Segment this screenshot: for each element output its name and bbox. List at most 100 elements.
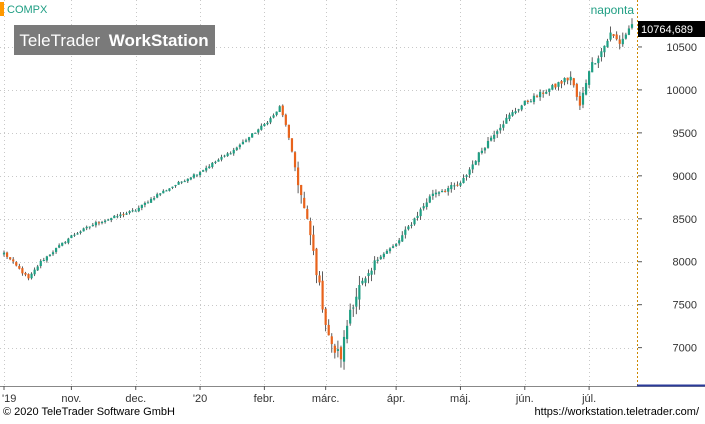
candle	[609, 26, 612, 42]
candle-body-up	[202, 170, 205, 172]
candle-body-up	[413, 218, 416, 225]
symbol-accent-bar	[0, 2, 4, 16]
candle-body-up	[520, 105, 523, 110]
candle-body-up	[511, 112, 514, 116]
candle	[21, 266, 24, 276]
candle-body-up	[600, 51, 603, 58]
candle	[511, 109, 514, 117]
candle	[538, 89, 542, 101]
candle	[67, 237, 70, 245]
candle	[333, 343, 336, 359]
candle-body-up	[100, 222, 104, 224]
candle-body-down	[21, 268, 24, 274]
grid-lines	[0, 0, 636, 386]
candle	[318, 270, 321, 286]
candle	[548, 88, 551, 96]
candle	[453, 182, 456, 190]
candle-body-up	[434, 192, 438, 195]
candle	[358, 275, 361, 310]
candle-body-up	[244, 140, 248, 142]
candle	[535, 94, 539, 98]
candle	[416, 211, 419, 221]
candle-body-down	[526, 100, 529, 102]
candle-body-up	[272, 115, 275, 118]
candle-body-up	[410, 224, 413, 226]
candle	[79, 230, 82, 235]
candle	[131, 208, 134, 213]
candle-body-up	[103, 220, 107, 222]
y-tick-label: 10000	[666, 85, 697, 97]
candle	[468, 167, 471, 178]
candle-body-up	[33, 269, 36, 275]
candle	[113, 215, 116, 219]
candle-body-up	[462, 177, 465, 184]
candle	[373, 256, 376, 275]
candle-body-up	[30, 273, 33, 279]
candle	[425, 198, 428, 210]
candle-body-up	[489, 137, 493, 141]
candle-body-down	[321, 280, 324, 310]
candle-body-up	[453, 185, 456, 187]
candle	[205, 165, 208, 173]
candle	[281, 104, 284, 118]
candle	[287, 124, 291, 141]
candle-body-up	[493, 134, 496, 139]
candle-body-up	[131, 210, 134, 212]
candle	[260, 123, 263, 131]
candle-body-up	[376, 259, 379, 261]
candle	[39, 259, 42, 269]
candle-body-up	[508, 114, 511, 120]
candle	[551, 83, 554, 90]
x-tick-label: dec.	[125, 393, 146, 405]
candle-body-up	[153, 198, 156, 200]
candle	[195, 174, 199, 178]
candle	[137, 205, 140, 213]
candle-body-up	[195, 174, 199, 176]
x-tick-label: febr.	[254, 393, 275, 405]
candle	[278, 105, 281, 113]
x-tick-label: '20	[193, 393, 207, 405]
source-url-link[interactable]: https://workstation.teletrader.com/	[534, 406, 699, 418]
candle-body-up	[594, 63, 597, 65]
candle-body-up	[232, 149, 235, 154]
candle-body-down	[18, 265, 21, 269]
candle-body-down	[300, 184, 303, 196]
candle-body-up	[358, 285, 361, 300]
candle-body-up	[42, 259, 45, 261]
candle-body-up	[223, 155, 226, 157]
candle	[339, 345, 343, 368]
candle	[597, 55, 600, 68]
candle	[61, 242, 64, 247]
candle	[238, 143, 241, 150]
candle-body-down	[5, 252, 9, 257]
candle	[606, 38, 609, 48]
candle-body-up	[496, 131, 499, 135]
period-label: naponta	[591, 3, 635, 17]
candle-body-up	[603, 45, 606, 53]
candle-body-up	[110, 218, 113, 221]
candle	[122, 212, 125, 218]
candle	[502, 120, 505, 131]
candle	[15, 261, 18, 267]
candle-body-down	[456, 184, 459, 186]
candle-body-down	[575, 84, 578, 97]
candle	[578, 91, 582, 110]
candle-body-up	[260, 125, 263, 130]
candle-body-up	[480, 150, 483, 153]
candle-body-up	[214, 161, 217, 163]
candle-body-down	[324, 308, 327, 325]
last-value-text: 10764,689	[641, 24, 693, 36]
candle-body-up	[621, 38, 624, 45]
candle	[477, 151, 480, 166]
candle	[532, 93, 536, 105]
candle	[419, 207, 422, 220]
candle	[272, 113, 275, 119]
candle-body-up	[168, 188, 171, 191]
candle	[456, 181, 459, 187]
candle-body-up	[419, 209, 422, 217]
candle-body-down	[572, 78, 575, 86]
candle	[483, 146, 487, 154]
candle-body-up	[563, 78, 566, 83]
candle	[2, 250, 6, 257]
